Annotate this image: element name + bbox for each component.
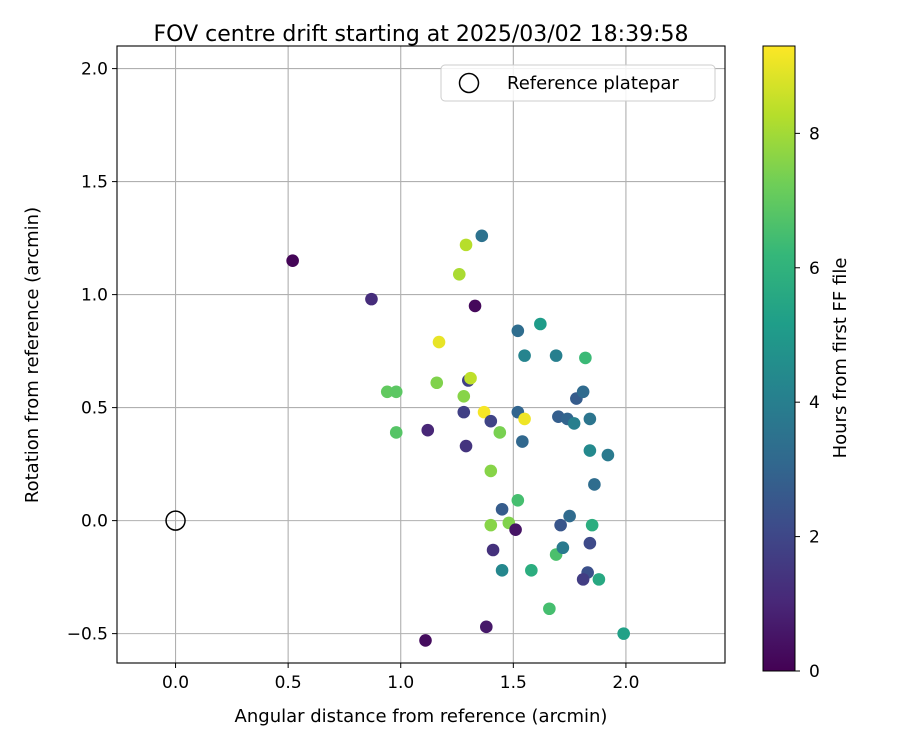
data-point [525, 564, 538, 577]
scatter-points [286, 229, 630, 647]
data-point [549, 349, 563, 362]
y-tick-label: 2.0 [81, 60, 108, 80]
data-point [432, 335, 446, 349]
data-point [389, 385, 403, 399]
legend: Reference platepar [440, 64, 716, 102]
data-point [365, 292, 378, 306]
y-axis-ticks: −0.5 0.0 0.5 1.0 1.5 2.0 [67, 60, 117, 645]
colorbar-ticks: 0 2 4 6 8 [795, 124, 820, 682]
legend-entry-reference: Reference platepar [507, 73, 679, 94]
data-point [601, 448, 615, 462]
data-point [459, 439, 473, 453]
y-tick-label: 1.0 [81, 286, 108, 306]
data-point [583, 412, 597, 426]
data-point [534, 317, 547, 331]
x-tick-label: 0.0 [162, 673, 189, 693]
data-point [419, 634, 432, 647]
data-point [495, 503, 509, 516]
legend-box [440, 64, 716, 102]
data-point [518, 349, 531, 362]
colorbar-tick-label: 8 [809, 124, 820, 144]
x-tick-label: 0.5 [275, 673, 302, 693]
plot-frame [116, 45, 726, 664]
data-point [583, 444, 597, 457]
data-point [430, 376, 444, 390]
x-tick-label: 1.5 [500, 673, 527, 693]
data-point [563, 509, 576, 523]
colorbar-label: Hours from first FF file [830, 258, 851, 459]
data-point [556, 541, 570, 555]
y-tick-label: 0.0 [81, 512, 108, 532]
colorbar-tick-label: 0 [809, 662, 820, 682]
y-tick-label: 0.5 [81, 399, 108, 419]
data-point [380, 385, 394, 399]
data-point [457, 405, 471, 419]
x-axis-label: Angular distance from reference (arcmin) [235, 706, 608, 727]
colorbar-tick-label: 2 [809, 528, 820, 548]
data-point [585, 518, 599, 532]
x-tick-label: 1.0 [387, 673, 414, 693]
data-point [464, 371, 477, 385]
reference-platepar-point [165, 510, 186, 531]
data-point [286, 254, 299, 268]
data-point [475, 229, 489, 243]
data-point [617, 627, 630, 640]
data-point [493, 426, 507, 439]
data-point [468, 299, 482, 313]
data-point [567, 417, 581, 430]
data-point [543, 602, 556, 616]
data-point [484, 414, 498, 428]
data-point [576, 573, 590, 586]
data-point [509, 523, 522, 536]
data-point [511, 324, 525, 338]
reference-marker [165, 510, 186, 531]
colorbar-tick-label: 6 [809, 259, 820, 279]
data-point [511, 493, 525, 507]
data-point [579, 351, 592, 365]
y-tick-label: 1.5 [81, 173, 108, 193]
legend-open-circle-icon [458, 72, 480, 94]
x-axis-ticks: 0.0 0.5 1.0 1.5 2.0 [162, 663, 639, 693]
data-point [583, 536, 597, 550]
data-point [592, 573, 606, 586]
data-point [480, 620, 493, 634]
data-point [518, 412, 531, 426]
data-point [484, 518, 498, 532]
data-point [484, 464, 498, 478]
colorbar [762, 45, 796, 672]
data-point [457, 390, 471, 403]
data-point [389, 426, 403, 439]
data-point [576, 385, 590, 399]
data-point [554, 518, 567, 532]
data-point [486, 543, 500, 557]
chart-title: FOV centre drift starting at 2025/03/02 … [154, 22, 689, 47]
x-tick-label: 2.0 [612, 673, 639, 693]
data-point [459, 238, 473, 252]
data-point [477, 405, 491, 419]
data-point [516, 435, 529, 448]
colorbar-tick-label: 4 [809, 393, 820, 413]
data-point [421, 423, 435, 437]
data-point [495, 564, 509, 577]
data-point [452, 267, 466, 281]
y-axis-label: Rotation from reference (arcmin) [22, 207, 43, 503]
data-point [588, 478, 601, 491]
y-tick-label: −0.5 [67, 625, 108, 645]
